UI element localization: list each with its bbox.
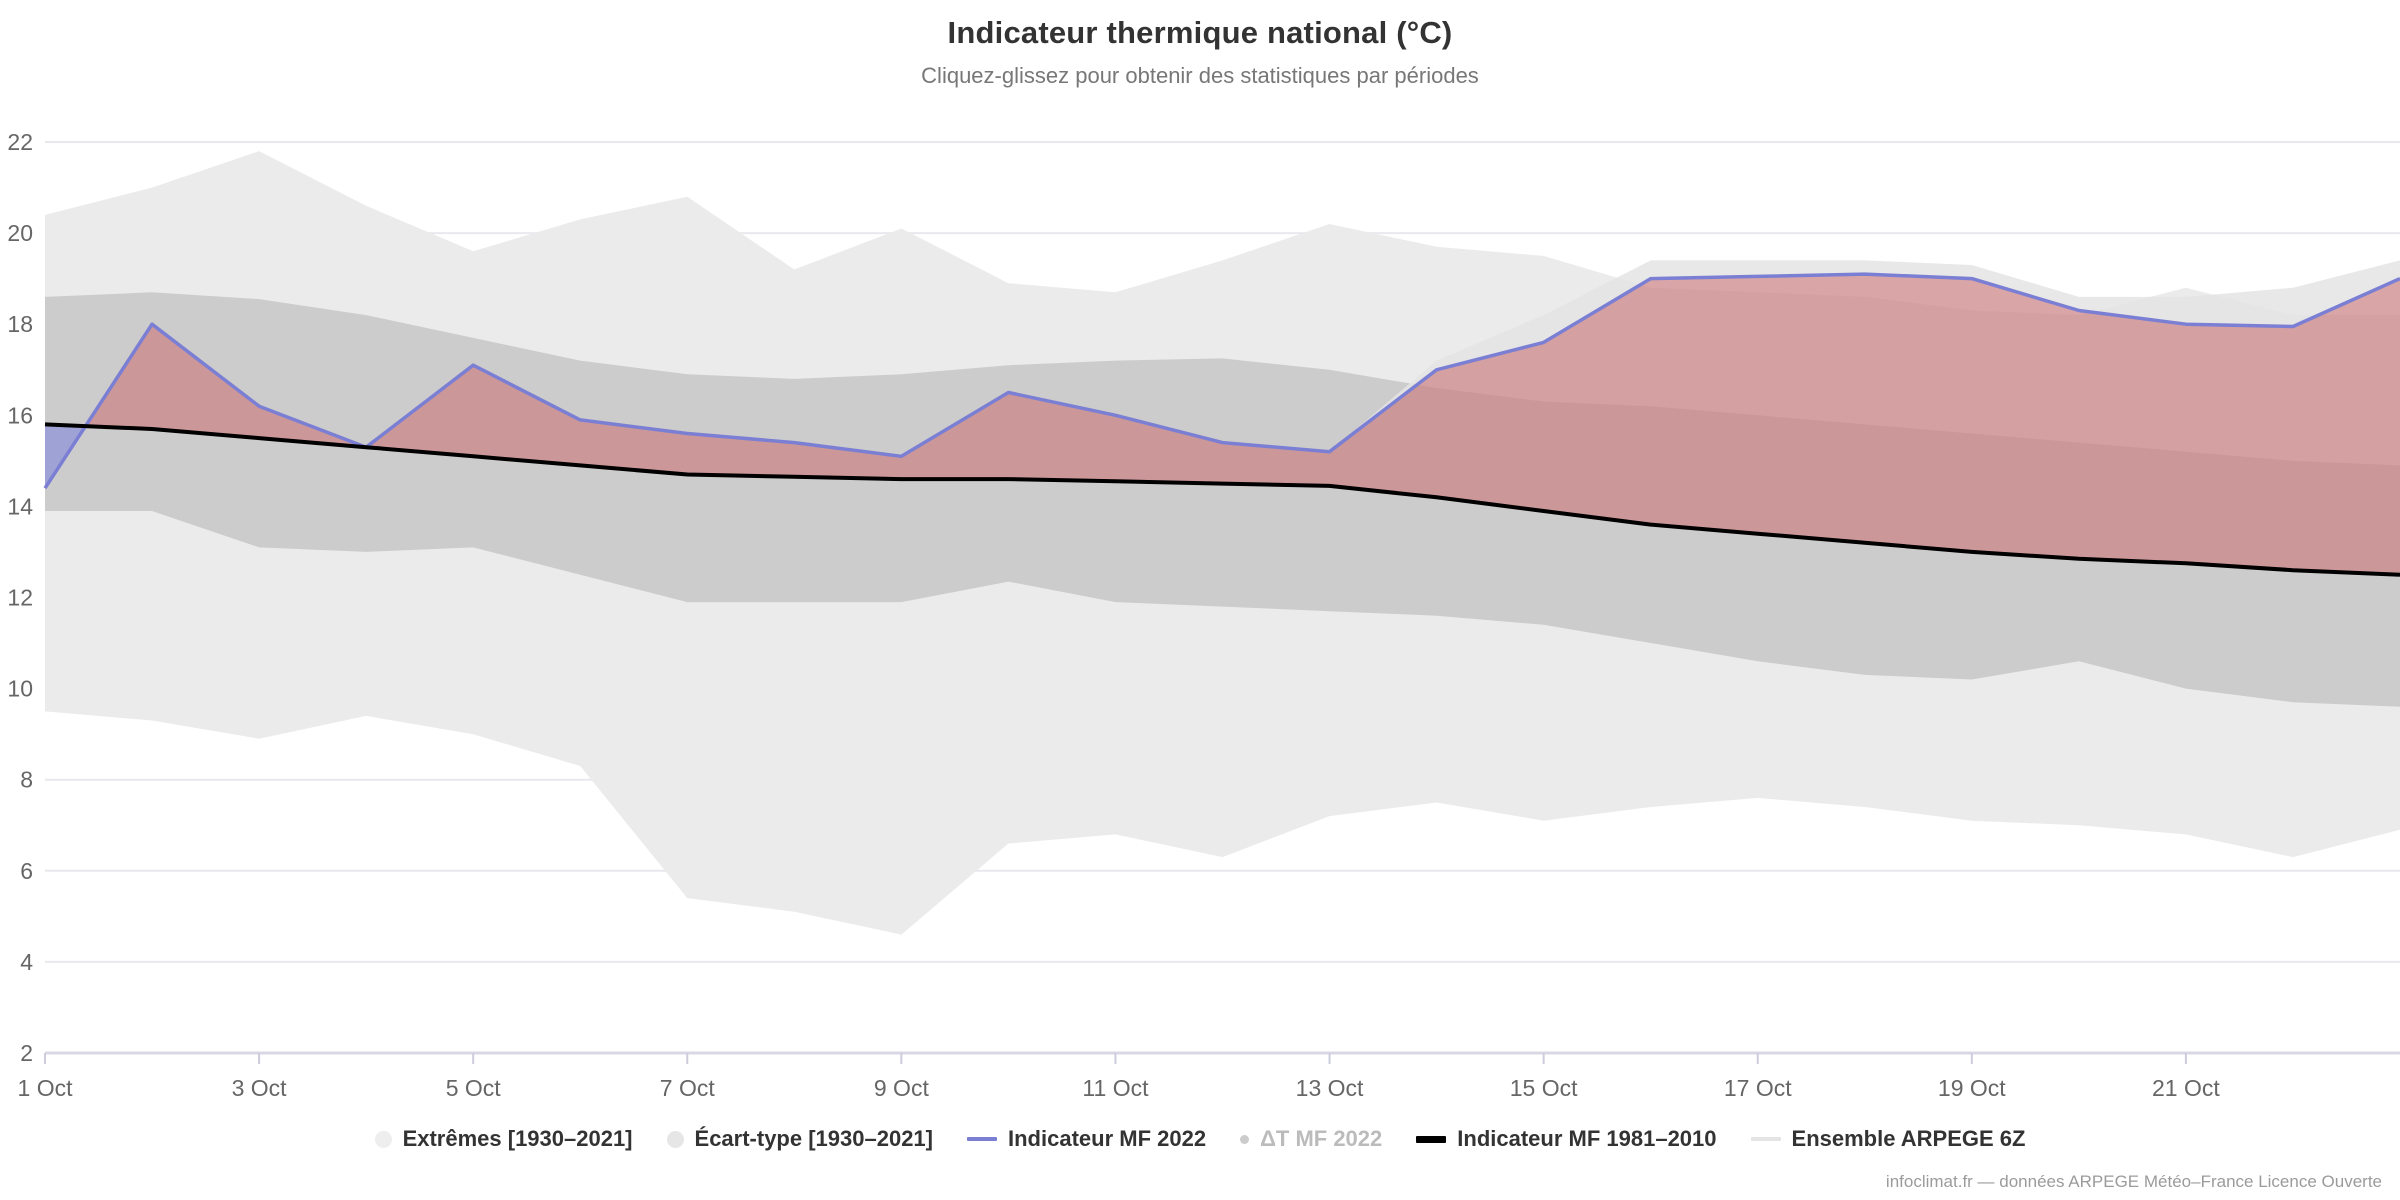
svg-text:7 Oct: 7 Oct <box>660 1075 716 1096</box>
svg-text:8: 8 <box>20 767 33 793</box>
svg-text:4: 4 <box>20 949 33 975</box>
svg-text:17 Oct: 17 Oct <box>1724 1075 1792 1096</box>
svg-text:20: 20 <box>7 220 33 246</box>
chart-legend[interactable]: Extrêmes [1930–2021] Écart-type [1930–202… <box>0 1128 2400 1150</box>
svg-text:13 Oct: 13 Oct <box>1296 1075 1364 1096</box>
svg-text:18: 18 <box>7 311 33 337</box>
svg-text:9 Oct: 9 Oct <box>874 1075 930 1096</box>
svg-text:21 Oct: 21 Oct <box>2152 1075 2220 1096</box>
legend-item-indicateur-mf-2022[interactable]: Indicateur MF 2022 <box>950 1128 1223 1150</box>
svg-text:10: 10 <box>7 676 33 702</box>
legend-swatch-dot-icon <box>666 1130 684 1148</box>
legend-item-ensemble-arpege-6z[interactable]: Ensemble ARPEGE 6Z <box>1734 1128 2043 1150</box>
svg-text:6: 6 <box>20 858 33 884</box>
legend-item-indicateur-mf-1981-2010[interactable]: Indicateur MF 1981–2010 <box>1399 1128 1733 1150</box>
credit-text: infoclimat.fr — données ARPEGE Météo–Fra… <box>1885 1172 2382 1191</box>
chart-subtitle: Cliquez-glissez pour obtenir des statist… <box>921 62 1479 88</box>
svg-text:22: 22 <box>7 129 33 155</box>
legend-item-label: Ensemble ARPEGE 6Z <box>1791 1126 2026 1151</box>
svg-text:11 Oct: 11 Oct <box>1082 1075 1149 1096</box>
svg-text:2: 2 <box>20 1040 33 1066</box>
axis-labels: 2 4 6 8 10 12 14 16 18 20 22 1 Oct 3 Oct 5 Oct 7 Oct 9 … <box>7 129 2220 1096</box>
chart-header: Indicateur thermique national (°C) Cliqu… <box>0 0 2400 89</box>
svg-text:14: 14 <box>7 493 33 519</box>
legend-item-label: Extrêmes [1930–2021] <box>402 1126 633 1151</box>
svg-text:1 Oct: 1 Oct <box>18 1075 74 1096</box>
chart-svg[interactable]: 2 4 6 8 10 12 14 16 18 20 22 1 Oct 3 Oct 5 Oct 7 Oct 9 … <box>0 96 2400 1096</box>
legend-swatch-smalldot-icon <box>1240 1134 1250 1144</box>
legend-item-ecart-type[interactable]: Écart-type [1930–2021] <box>650 1128 950 1150</box>
svg-text:15 Oct: 15 Oct <box>1510 1075 1578 1096</box>
legend-swatch-line-icon <box>967 1137 997 1141</box>
legend-swatch-line-icon <box>1416 1135 1447 1143</box>
legend-item-label: Indicateur MF 2022 <box>1008 1126 1207 1151</box>
svg-text:19 Oct: 19 Oct <box>1938 1075 2006 1096</box>
legend-item-label: ΔT MF 2022 <box>1260 1126 1383 1151</box>
svg-text:3 Oct: 3 Oct <box>232 1075 288 1096</box>
legend-item-delta-t-mf-2022[interactable]: ΔT MF 2022 <box>1223 1128 1399 1150</box>
legend-item-label: Indicateur MF 1981–2010 <box>1457 1126 1717 1151</box>
plot-area[interactable]: 2 4 6 8 10 12 14 16 18 20 22 1 Oct 3 Oct 5 Oct 7 Oct 9 … <box>0 96 2400 1096</box>
data-lines <box>43 272 2400 577</box>
legend-swatch-line-icon <box>1750 1137 1781 1141</box>
svg-text:5 Oct: 5 Oct <box>446 1075 502 1096</box>
stddev-band <box>45 292 2400 707</box>
legend-swatch-dot-icon <box>374 1130 392 1148</box>
svg-text:12: 12 <box>7 585 33 611</box>
chart-title: Indicateur thermique national (°C) <box>947 15 1453 50</box>
svg-text:16: 16 <box>7 402 33 428</box>
legend-item-extremes[interactable]: Extrêmes [1930–2021] <box>358 1128 650 1150</box>
legend-item-label: Écart-type [1930–2021] <box>694 1126 933 1151</box>
